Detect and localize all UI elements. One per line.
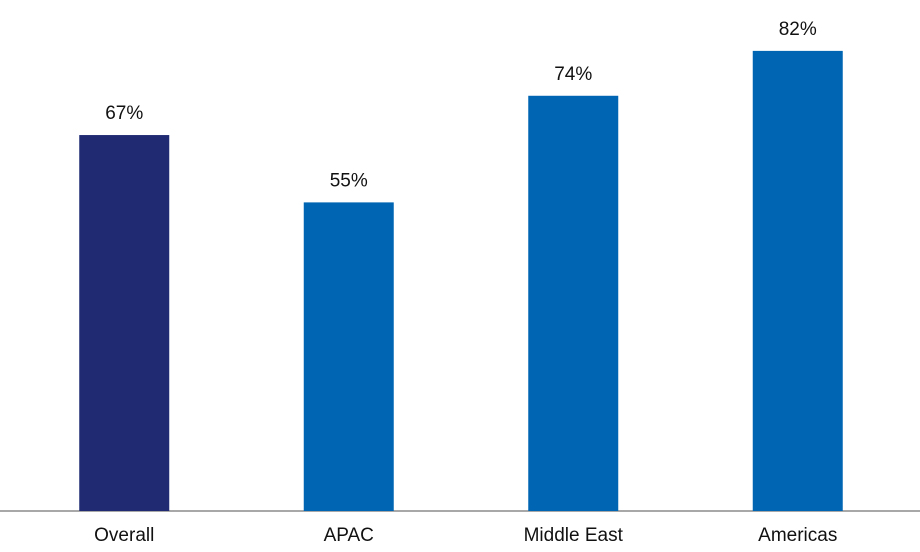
bar xyxy=(79,135,170,512)
x-tick-label: Americas xyxy=(758,525,837,546)
x-tick-label: Overall xyxy=(94,525,154,546)
value-label: 67% xyxy=(105,103,143,124)
bar xyxy=(303,202,394,511)
bar xyxy=(752,50,843,512)
value-label: 74% xyxy=(554,64,592,85)
bar xyxy=(528,95,619,512)
value-label: 55% xyxy=(330,170,368,191)
x-tick-label: APAC xyxy=(324,525,374,546)
value-label: 82% xyxy=(779,19,817,40)
x-tick-label: Middle East xyxy=(524,525,624,546)
